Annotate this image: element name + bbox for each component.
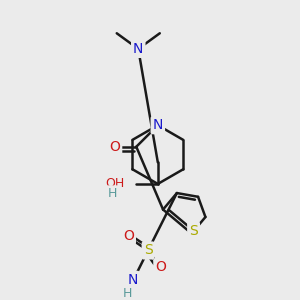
Text: S: S: [144, 244, 152, 257]
Text: O: O: [123, 229, 134, 243]
Text: H: H: [123, 287, 132, 300]
Text: O: O: [109, 140, 120, 154]
Text: N: N: [127, 273, 138, 287]
Text: OH: OH: [105, 177, 124, 190]
Text: S: S: [189, 224, 198, 238]
Text: N: N: [153, 118, 163, 132]
Text: H: H: [108, 187, 118, 200]
Text: O: O: [155, 260, 166, 274]
Text: N: N: [133, 42, 143, 56]
